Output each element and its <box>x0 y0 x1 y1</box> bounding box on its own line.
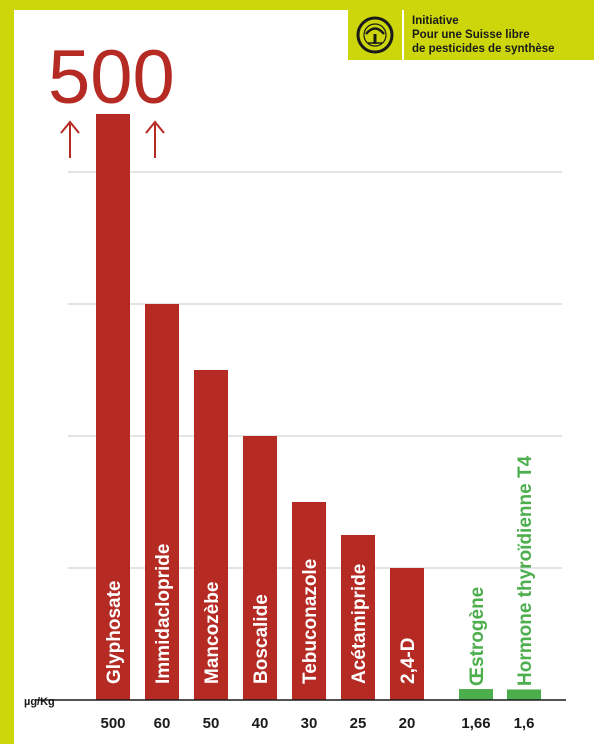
highlight-value: 500 <box>48 35 175 120</box>
banner-line-3: de pesticides de synthèse <box>412 43 555 55</box>
bar-glyphosate <box>96 114 130 700</box>
bar-boscalide <box>243 436 277 700</box>
category-label: Immidaclopride <box>153 544 174 684</box>
axis-break-indicator: 500 <box>48 35 175 158</box>
value-label: 20 <box>399 715 416 732</box>
up-arrow-icon <box>145 120 165 158</box>
category-label: Œstrogène <box>467 587 488 686</box>
value-label: 25 <box>350 715 367 732</box>
initiative-logo-icon <box>356 16 394 54</box>
category-label: Tebuconazole <box>300 559 321 684</box>
category-label: 2,4-D <box>398 638 419 684</box>
value-label: 1,6 <box>514 715 535 732</box>
value-label: 50 <box>203 715 220 732</box>
banner-line-1: Initiative <box>412 15 459 27</box>
category-label: Boscalide <box>251 594 272 684</box>
category-label: Glyphosate <box>104 581 125 684</box>
value-label: 500 <box>100 715 125 732</box>
bar-ac-tamipride <box>341 535 375 700</box>
initiative-logo <box>348 10 402 60</box>
unit-label: µg/Kg <box>24 696 55 708</box>
up-arrow-icon <box>60 120 80 158</box>
initiative-banner: Initiative Pour une Suisse libre de pest… <box>404 10 594 60</box>
frame-left-border <box>0 0 14 744</box>
category-label: Acétamipride <box>349 564 370 684</box>
category-label: Mancozèbe <box>202 582 223 684</box>
value-label: 30 <box>301 715 318 732</box>
bar-2-4-d <box>390 568 424 700</box>
value-label: 40 <box>252 715 269 732</box>
bar-immidaclopride <box>145 304 179 700</box>
banner-line-2: Pour une Suisse libre <box>412 29 530 41</box>
bar-tebuconazole <box>292 502 326 700</box>
bar-mancoz-be <box>194 370 228 700</box>
bars: Glyphosate Immidaclopride Mancozèbe Boscali… <box>96 114 541 700</box>
value-label: 60 <box>154 715 171 732</box>
bar--strog-ne <box>459 689 493 700</box>
bar-hormone-thyro-dienne-t4 <box>507 689 541 700</box>
value-labels: 500 60 50 40 30 25 20 1,66 1,6 <box>100 715 534 732</box>
frame-top-border <box>0 0 594 10</box>
category-label: Hormone thyroïdienne T4 <box>515 455 536 686</box>
value-label: 1,66 <box>461 715 490 732</box>
